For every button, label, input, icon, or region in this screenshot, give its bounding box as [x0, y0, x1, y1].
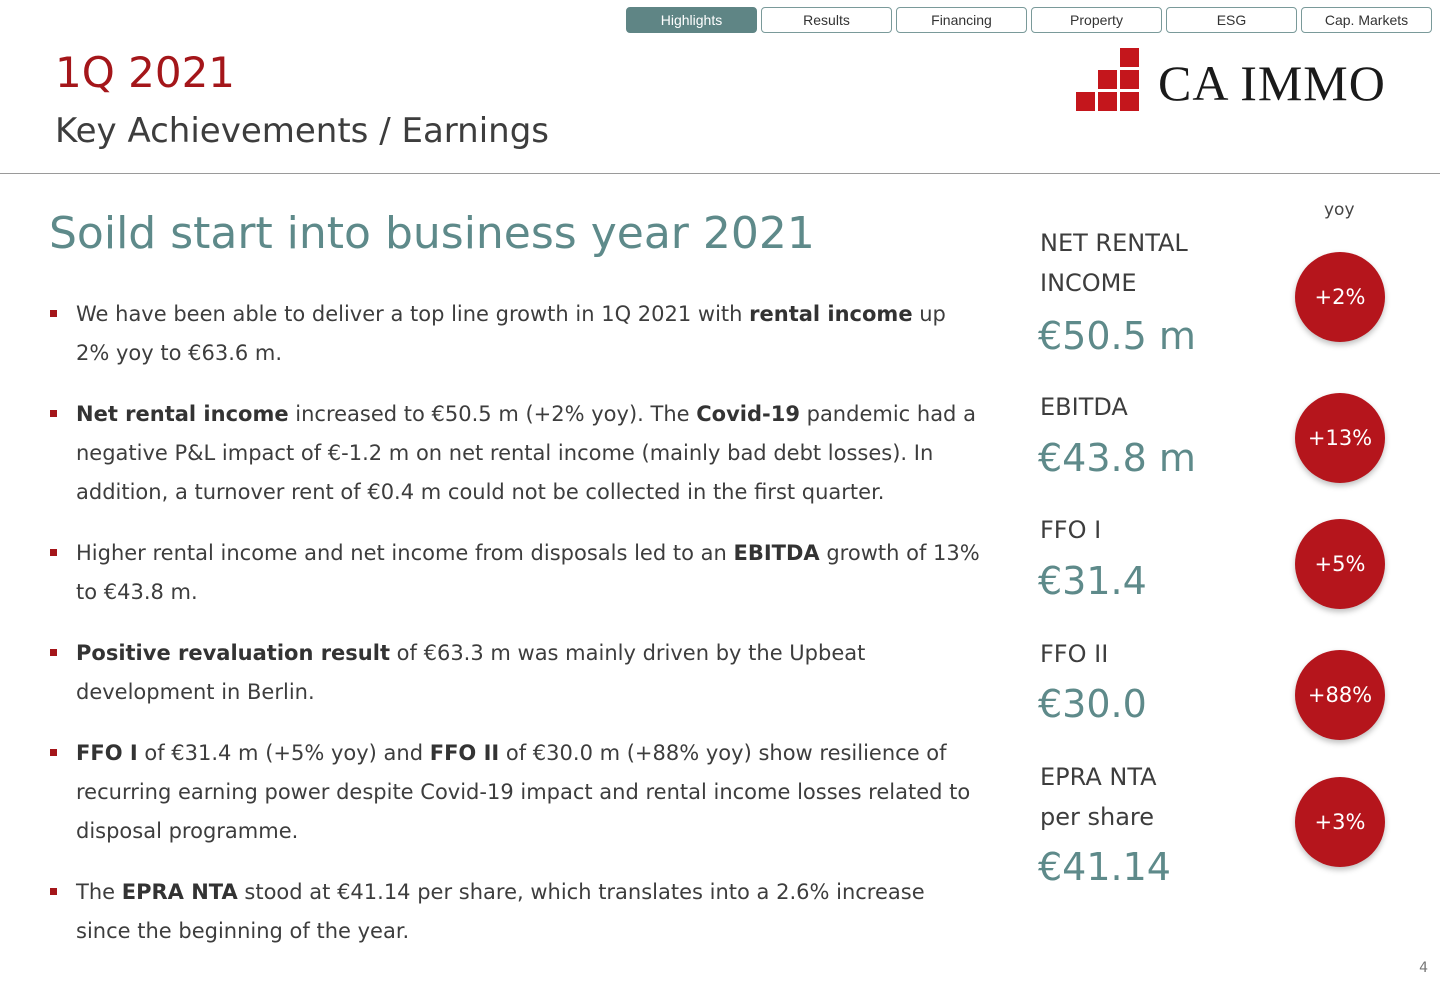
list-item: The EPRA NTA stood at €41.14 per share, … — [50, 873, 980, 951]
text-segment: Higher rental income and net income from… — [76, 541, 734, 565]
bold-text: rental income — [749, 302, 913, 326]
bold-text: Net rental income — [76, 402, 289, 426]
logo-mark-icon — [1076, 48, 1139, 111]
yoy-label: yoy — [1324, 200, 1355, 220]
text-segment: growth of 13% to €43.8 m. — [76, 541, 980, 604]
achievements-list: We have been able to deliver a top line … — [50, 295, 980, 951]
logo-text: CA IMMO — [1158, 55, 1386, 111]
text-segment: The — [76, 880, 122, 904]
kpi-badge-net-rental-income: +2% — [1295, 252, 1385, 342]
kpi-label-line: NET RENTAL — [1040, 229, 1188, 257]
section-headline: Soild start into business year 2021 — [49, 208, 815, 259]
kpi-label-net-rental-income: NET RENTAL INCOME — [1040, 223, 1260, 303]
tab-results[interactable]: Results — [761, 7, 892, 33]
text-segment: up 2% yoy to €63.6 m. — [76, 302, 946, 365]
list-item: Net rental income increased to €50.5 m (… — [50, 395, 980, 512]
bold-text: Covid-19 — [696, 402, 800, 426]
page-number: 4 — [1419, 960, 1428, 976]
kpi-label-line: per share — [1040, 803, 1155, 831]
tab-esg[interactable]: ESG — [1166, 7, 1297, 33]
section-nav: Highlights Results Financing Property ES… — [626, 7, 1432, 33]
kpi-label-ffo-i: FFO I — [1040, 516, 1102, 544]
kpi-label-line: INCOME — [1040, 269, 1137, 297]
kpi-badge-epra-nta: +3% — [1295, 777, 1385, 867]
tab-financing[interactable]: Financing — [896, 7, 1027, 33]
text-segment: of €31.4 m (+5% yoy) and — [137, 741, 430, 765]
bold-text: EPRA NTA — [121, 880, 238, 904]
kpi-badge-ebitda: +13% — [1295, 393, 1385, 483]
kpi-label-ebitda: EBITDA — [1040, 393, 1128, 421]
list-item: Higher rental income and net income from… — [50, 534, 980, 612]
bold-text: FFO II — [429, 741, 500, 765]
kpi-value-ebitda: €43.8 m — [1038, 436, 1196, 480]
text-segment: We have been able to deliver a top line … — [76, 302, 750, 326]
list-item: FFO I of €31.4 m (+5% yoy) and FFO II of… — [50, 734, 980, 851]
kpi-badge-ffo-ii: +88% — [1295, 650, 1385, 740]
kpi-label-epra-nta: EPRA NTA per share — [1040, 757, 1260, 837]
text-segment: of €30.0 m (+88% yoy) show resilience of… — [76, 741, 971, 843]
tab-property[interactable]: Property — [1031, 7, 1162, 33]
ca-immo-logo: CA IMMO — [1076, 48, 1386, 112]
bold-text: Positive revaluation result — [76, 641, 390, 665]
kpi-label-ffo-ii: FFO II — [1040, 640, 1109, 668]
text-segment: of €63.3 m was mainly driven by the Upbe… — [76, 641, 866, 704]
list-item: Positive revaluation result of €63.3 m w… — [50, 634, 980, 712]
kpi-value-ffo-ii: €30.0 — [1038, 682, 1147, 726]
text-segment: increased to €50.5 m (+2% yoy). The — [288, 402, 697, 426]
tab-highlights[interactable]: Highlights — [626, 7, 757, 33]
header-divider — [0, 173, 1440, 174]
kpi-value-epra-nta: €41.14 — [1038, 845, 1171, 889]
page-title-year: 1Q 2021 — [55, 48, 236, 97]
kpi-label-line: EPRA NTA — [1040, 763, 1157, 791]
list-item: We have been able to deliver a top line … — [50, 295, 980, 373]
bold-text: FFO I — [76, 741, 138, 765]
kpi-badge-ffo-i: +5% — [1295, 519, 1385, 609]
text-segment: stood at €41.14 per share, which transla… — [76, 880, 925, 943]
tab-cap-markets[interactable]: Cap. Markets — [1301, 7, 1432, 33]
text-segment: pandemic had a negative P&L impact of €-… — [76, 402, 976, 504]
kpi-value-net-rental-income: €50.5 m — [1038, 314, 1196, 358]
page-subtitle: Key Achievements / Earnings — [55, 111, 549, 151]
kpi-value-ffo-i: €31.4 — [1038, 559, 1147, 603]
bold-text: EBITDA — [733, 541, 820, 565]
